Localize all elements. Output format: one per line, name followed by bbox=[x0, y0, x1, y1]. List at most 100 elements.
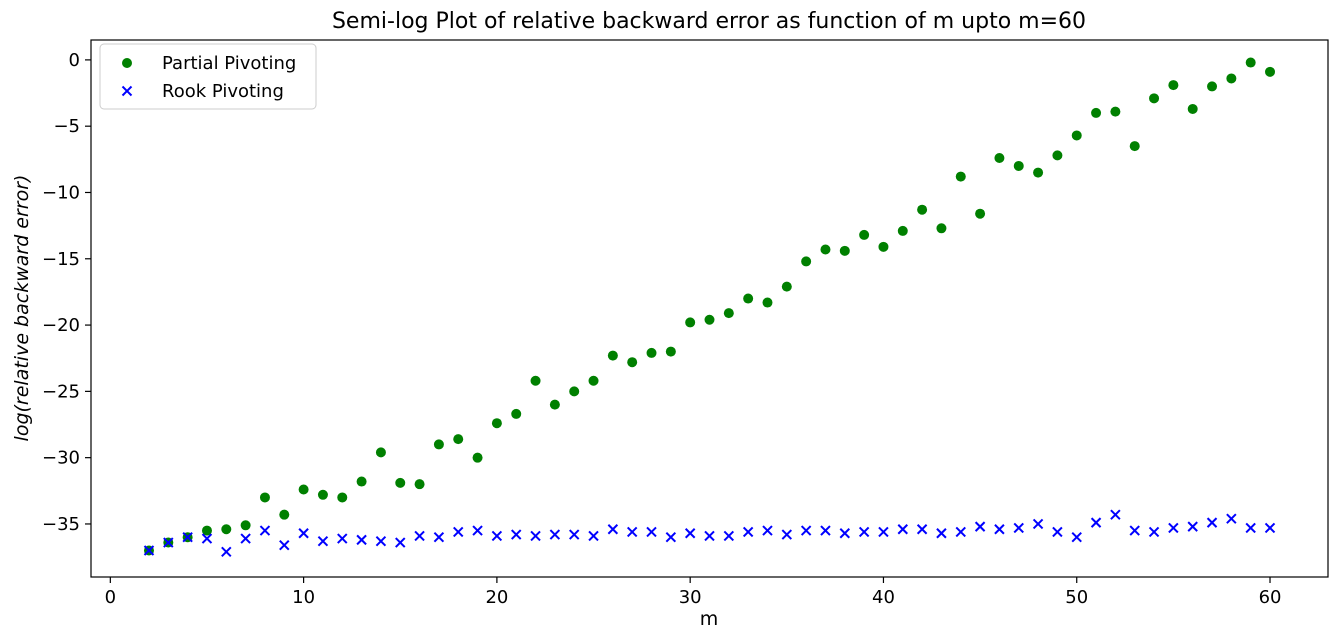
rook-pivoting-point bbox=[1148, 526, 1160, 538]
partial-pivoting-point bbox=[994, 153, 1005, 164]
legend-marker bbox=[122, 58, 132, 68]
x-tick-label: 40 bbox=[872, 587, 895, 608]
rook-pivoting-point bbox=[511, 529, 522, 540]
partial-pivoting-point bbox=[588, 375, 599, 386]
rook-pivoting-point bbox=[1090, 517, 1102, 528]
legend: Partial Pivoting Rook Pivoting bbox=[99, 43, 317, 110]
x-tick-label: 0 bbox=[105, 587, 116, 608]
partial-pivoting-point bbox=[530, 375, 541, 386]
rook-pivoting-point bbox=[1206, 517, 1218, 528]
partial-pivoting-point bbox=[1168, 80, 1179, 91]
partial-pivoting-point bbox=[240, 520, 251, 531]
rook-pivoting-point bbox=[472, 525, 483, 536]
rook-pivoting-point bbox=[182, 532, 193, 543]
partial-pivoting-point bbox=[627, 357, 638, 368]
rook-pivoting-point bbox=[1032, 518, 1044, 530]
rook-pivoting-point bbox=[453, 526, 464, 538]
rook-pivoting-point bbox=[279, 539, 290, 551]
partial-pivoting-point bbox=[820, 244, 831, 255]
partial-pivoting-point bbox=[936, 223, 947, 234]
rook-pivoting-point bbox=[1013, 522, 1024, 534]
partial-pivoting-point bbox=[511, 408, 522, 419]
partial-pivoting-point bbox=[1013, 160, 1024, 171]
rook-pivoting-point bbox=[491, 530, 503, 542]
rook-pivoting-point bbox=[665, 532, 677, 543]
partial-pivoting-point bbox=[1149, 93, 1160, 104]
partial-pivoting-point bbox=[1052, 150, 1063, 161]
rook-pivoting-point bbox=[1168, 522, 1179, 534]
rook-pivoting-point bbox=[839, 528, 851, 539]
partial-pivoting-point bbox=[1071, 130, 1082, 141]
rook-pivoting-point bbox=[1110, 509, 1121, 520]
rook-pivoting-point bbox=[259, 525, 271, 536]
rook-pivoting-point bbox=[530, 530, 541, 542]
partial-pivoting-point bbox=[549, 399, 560, 410]
rook-pivoting-point bbox=[163, 537, 174, 548]
partial-pivoting-point bbox=[607, 350, 618, 361]
x-axis-ticks: 0 10 20 30 40 50 60 bbox=[105, 577, 1282, 608]
rook-pivoting-point bbox=[916, 524, 928, 535]
y-tick-label: −30 bbox=[42, 448, 80, 469]
series-rook-pivoting bbox=[143, 509, 1276, 558]
partial-pivoting-point bbox=[859, 229, 870, 240]
rook-pivoting-point bbox=[1245, 522, 1256, 534]
rook-pivoting-point bbox=[317, 535, 329, 547]
rook-pivoting-point bbox=[298, 528, 309, 539]
partial-pivoting-point bbox=[356, 476, 367, 487]
x-axis-label: m bbox=[700, 608, 719, 630]
rook-pivoting-point bbox=[858, 526, 870, 538]
rook-pivoting-point bbox=[878, 526, 889, 538]
rook-pivoting-point bbox=[1071, 532, 1082, 543]
partial-pivoting-point bbox=[665, 346, 676, 357]
rook-pivoting-point bbox=[607, 524, 619, 535]
rook-pivoting-point bbox=[375, 535, 387, 547]
y-axis-ticks: 0 −5 −10 −15 −20 −25 −30 −35 bbox=[42, 50, 91, 535]
partial-pivoting-point bbox=[1110, 106, 1121, 117]
legend-entry: Partial Pivoting bbox=[162, 53, 296, 74]
rook-pivoting-point bbox=[626, 526, 638, 538]
partial-pivoting-point bbox=[491, 418, 502, 429]
rook-pivoting-point bbox=[704, 530, 715, 542]
y-tick-label: −20 bbox=[42, 315, 80, 336]
partial-pivoting-point bbox=[1265, 66, 1276, 77]
partial-pivoting-point bbox=[1245, 57, 1256, 68]
legend-marker bbox=[121, 85, 133, 97]
partial-pivoting-point bbox=[723, 308, 734, 319]
rook-pivoting-point bbox=[955, 526, 966, 538]
partial-pivoting-point bbox=[201, 525, 212, 536]
rook-pivoting-point bbox=[742, 526, 754, 538]
rook-pivoting-point bbox=[1052, 526, 1063, 538]
y-tick-label: −5 bbox=[53, 116, 80, 137]
y-axis-label: log(relative backward error) bbox=[11, 175, 33, 442]
partial-pivoting-point bbox=[897, 225, 908, 236]
x-tick-label: 10 bbox=[292, 587, 315, 608]
partial-pivoting-point bbox=[453, 434, 464, 445]
partial-pivoting-point bbox=[298, 484, 309, 495]
rook-pivoting-point bbox=[974, 521, 986, 532]
partial-pivoting-point bbox=[704, 314, 715, 325]
rook-pivoting-point bbox=[356, 534, 367, 546]
partial-pivoting-point bbox=[781, 281, 792, 292]
partial-pivoting-point bbox=[762, 297, 773, 308]
x-tick-label: 30 bbox=[679, 587, 702, 608]
x-tick-label: 60 bbox=[1259, 587, 1282, 608]
partial-pivoting-point bbox=[433, 439, 444, 450]
partial-pivoting-point bbox=[569, 386, 580, 397]
partial-pivoting-point bbox=[1207, 81, 1218, 92]
rook-pivoting-point bbox=[337, 533, 348, 544]
rook-pivoting-point bbox=[240, 533, 251, 544]
partial-pivoting-point bbox=[878, 241, 889, 252]
legend-entry: Rook Pivoting bbox=[162, 81, 284, 102]
partial-pivoting-point bbox=[1187, 103, 1198, 114]
rook-pivoting-point bbox=[433, 532, 445, 543]
y-tick-label: 0 bbox=[69, 50, 80, 71]
y-tick-label: −25 bbox=[42, 381, 80, 402]
partial-pivoting-point bbox=[1091, 107, 1102, 118]
rook-pivoting-point bbox=[1264, 522, 1276, 534]
partial-pivoting-point bbox=[317, 489, 328, 500]
chart-title: Semi-log Plot of relative backward error… bbox=[332, 9, 1086, 34]
rook-pivoting-point bbox=[1187, 521, 1198, 532]
rook-pivoting-point bbox=[395, 537, 406, 548]
partial-pivoting-point bbox=[1033, 167, 1044, 178]
partial-pivoting-point bbox=[801, 256, 812, 267]
